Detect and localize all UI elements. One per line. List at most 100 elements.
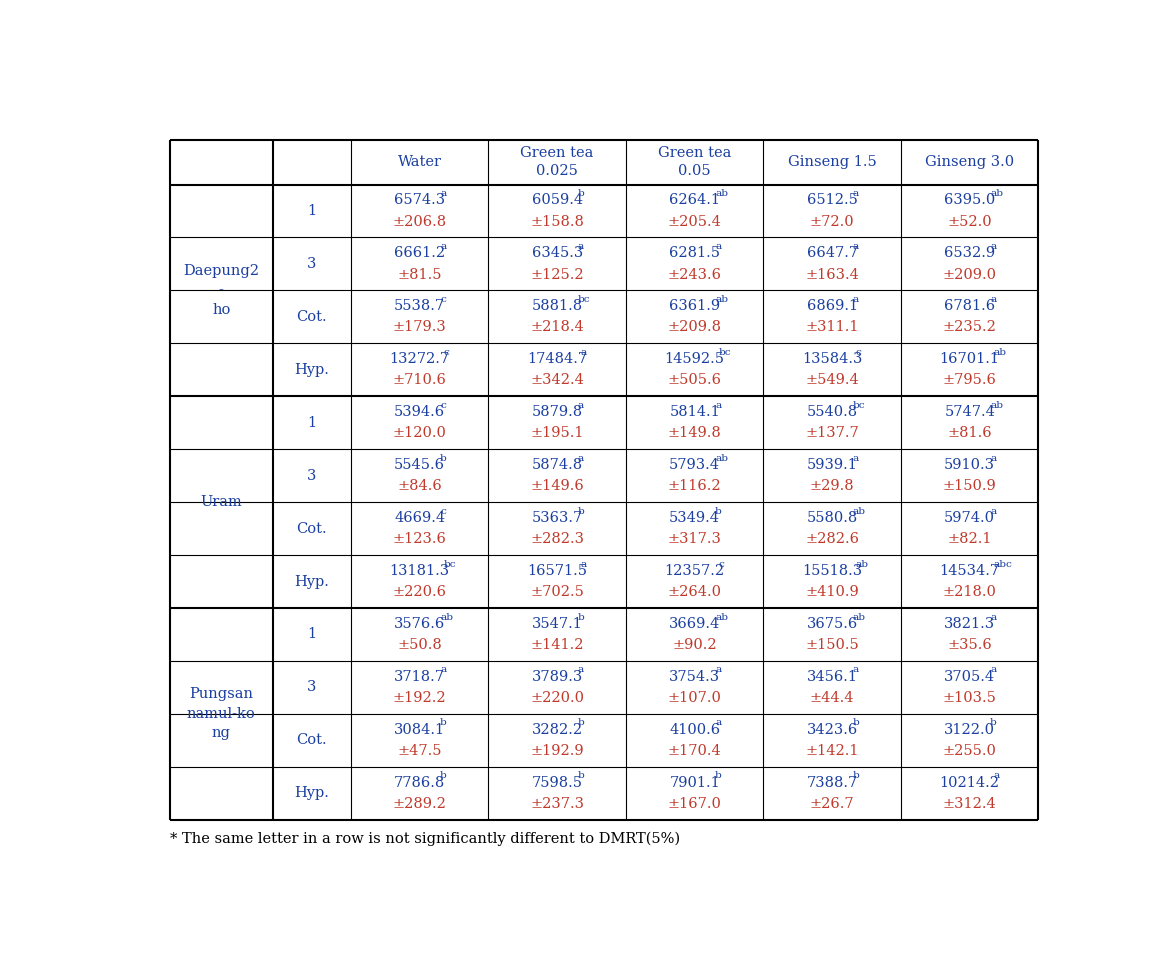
Text: ±158.8: ±158.8 [530,215,584,229]
Text: 3718.7: 3718.7 [394,669,446,684]
Text: ab: ab [990,189,1003,198]
Text: 3789.3: 3789.3 [531,669,583,684]
Text: a: a [577,453,584,463]
Text: b: b [577,189,584,198]
Text: ab: ab [716,613,728,622]
Text: 7598.5: 7598.5 [531,775,583,790]
Text: 3282.2: 3282.2 [531,723,583,737]
Text: ±710.6: ±710.6 [393,374,447,387]
Text: ±44.4: ±44.4 [809,691,854,705]
Text: 3: 3 [307,680,317,695]
Text: a: a [990,666,996,674]
Text: ±120.0: ±120.0 [393,426,447,441]
Text: c: c [856,347,862,357]
Text: a: a [990,613,996,622]
Text: ±84.6: ±84.6 [398,480,442,493]
Text: ±103.5: ±103.5 [943,691,997,705]
Text: a: a [990,242,996,251]
Text: 3669.4: 3669.4 [669,617,720,631]
Text: ±342.4: ±342.4 [530,374,584,387]
Text: ±206.8: ±206.8 [393,215,447,229]
Text: ±90.2: ±90.2 [672,638,717,652]
Text: * The same letter in a row is not significantly different to DMRT(5%): * The same letter in a row is not signif… [170,831,680,846]
Text: c: c [718,559,724,568]
Text: ±179.3: ±179.3 [393,320,447,335]
Text: ±209.8: ±209.8 [667,320,721,335]
Text: ±205.4: ±205.4 [667,215,721,229]
Text: 7786.8: 7786.8 [394,775,446,790]
Text: 3456.1: 3456.1 [807,669,857,684]
Text: Hyp.: Hyp. [294,786,330,801]
Text: c: c [440,507,446,516]
Text: ±218.4: ±218.4 [530,320,584,335]
Text: ab: ab [856,559,869,568]
Text: 3084.1: 3084.1 [394,723,446,737]
Text: 3754.3: 3754.3 [669,669,720,684]
Text: b: b [577,613,584,622]
Text: Water: Water [398,155,442,169]
Text: abc: abc [994,559,1012,568]
Text: ±410.9: ±410.9 [806,585,859,599]
Text: b: b [716,772,721,780]
Text: 5814.1: 5814.1 [670,405,720,419]
Text: 6661.2: 6661.2 [394,246,446,261]
Text: ±235.2: ±235.2 [943,320,997,335]
Text: c: c [440,401,446,410]
Text: ±150.5: ±150.5 [806,638,859,652]
Text: ±142.1: ±142.1 [806,744,859,758]
Text: 3576.6: 3576.6 [394,617,446,631]
Text: Uram: Uram [201,495,242,509]
Text: ±116.2: ±116.2 [667,480,721,493]
Text: c: c [443,347,449,357]
Text: b: b [716,507,721,516]
Text: ±163.4: ±163.4 [805,268,859,281]
Text: a: a [994,772,999,780]
Text: 4100.6: 4100.6 [669,723,720,737]
Text: 6532.9: 6532.9 [944,246,995,261]
Text: a: a [716,718,721,728]
Text: 13181.3: 13181.3 [389,564,449,578]
Text: ±35.6: ±35.6 [948,638,992,652]
Text: ±264.0: ±264.0 [667,585,721,599]
Text: a: a [853,189,859,198]
Text: ±29.8: ±29.8 [809,480,854,493]
Text: b: b [577,718,584,728]
Text: 5540.8: 5540.8 [807,405,857,419]
Text: 5394.6: 5394.6 [394,405,446,419]
Text: a: a [577,242,584,251]
Text: Ginseng 3.0: Ginseng 3.0 [925,155,1015,169]
Text: a: a [853,242,859,251]
Text: ab: ab [994,347,1006,357]
Text: 3675.6: 3675.6 [807,617,857,631]
Text: ±82.1: ±82.1 [948,532,992,546]
Text: 5793.4: 5793.4 [669,458,720,472]
Text: 15518.3: 15518.3 [802,564,862,578]
Text: ab: ab [716,295,728,304]
Text: Ginseng 1.5: Ginseng 1.5 [788,155,876,169]
Text: ab: ab [716,189,728,198]
Text: a: a [581,347,588,357]
Text: 6345.3: 6345.3 [531,246,583,261]
Text: 6059.4: 6059.4 [531,194,583,207]
Text: 5363.7: 5363.7 [531,511,583,525]
Text: b: b [440,453,447,463]
Text: 16571.5: 16571.5 [527,564,588,578]
Text: 6647.7: 6647.7 [807,246,857,261]
Text: 6281.5: 6281.5 [669,246,720,261]
Text: ±505.6: ±505.6 [667,374,721,387]
Text: 3122.0: 3122.0 [944,723,995,737]
Text: a: a [577,666,584,674]
Text: a: a [716,242,721,251]
Text: bc: bc [577,295,590,304]
Text: ±220.6: ±220.6 [393,585,447,599]
Text: a: a [990,453,996,463]
Text: ab: ab [853,613,866,622]
Text: 6395.0: 6395.0 [944,194,996,207]
Text: 1: 1 [307,204,317,218]
Text: ±220.0: ±220.0 [530,691,584,705]
Text: Pungsan
namul-ko
ng: Pungsan namul-ko ng [187,687,256,740]
Text: bc: bc [443,559,456,568]
Text: 6574.3: 6574.3 [394,194,446,207]
Text: ±141.2: ±141.2 [530,638,584,652]
Text: 5879.8: 5879.8 [531,405,583,419]
